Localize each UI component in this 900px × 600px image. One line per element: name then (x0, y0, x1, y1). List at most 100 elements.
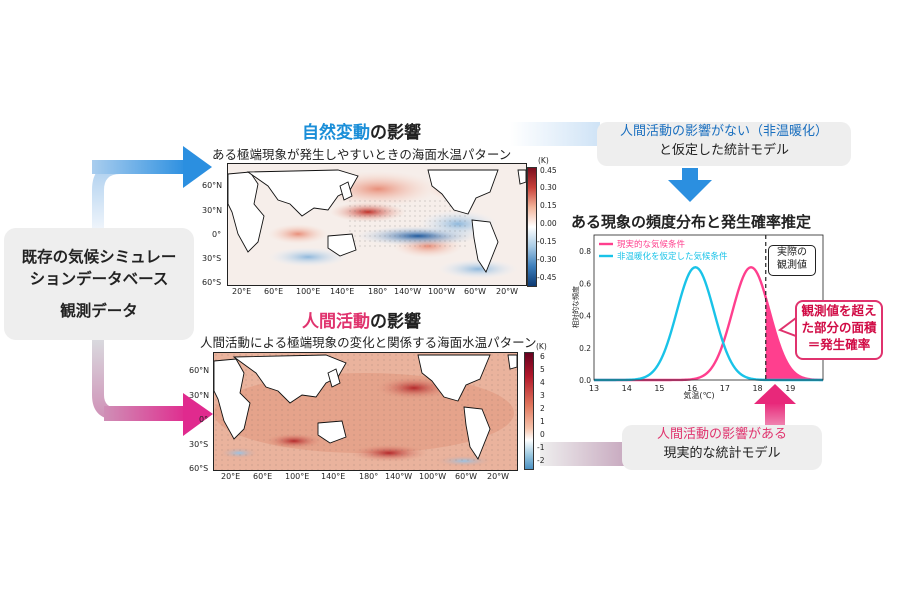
down-arrow-head (668, 180, 712, 202)
exceedance-area (765, 297, 823, 380)
y-tick-label: 0.2 (579, 344, 591, 353)
legend-label-real: 現実的な気候条件 (617, 239, 686, 250)
human-lon-tick: 100°E (285, 472, 310, 481)
human-subtitle: 人間活動による極端現象の変化と関係する海面水温パターン (200, 335, 537, 350)
human-lon-tick: 180° (359, 472, 379, 481)
arrow-lower-head (183, 393, 213, 436)
observed-label-line1: 実際の (777, 247, 807, 258)
data-source-line1: 既存の気候シミュレー (21, 248, 177, 266)
natural-cb-tick: -0.30 (537, 255, 557, 264)
human-lat-tick: 30°S (189, 440, 209, 449)
natural-subtitle: ある極端現象が発生しやすいときの海面水温パターン (212, 147, 512, 162)
natural-cb-tick: 0.45 (540, 166, 557, 175)
natural-lat-tick: 60°N (202, 181, 223, 190)
natural-lon-tick: 100°W (428, 287, 456, 296)
natural-lon-tick: 140°E (330, 287, 355, 296)
data-source-box: 既存の気候シミュレー ションデータベース 観測データ (4, 228, 194, 340)
human-cb-tick: 0 (540, 430, 545, 439)
human-cb-tick: 6 (540, 352, 545, 361)
exceedance-fill (765, 297, 823, 380)
x-tick-label: 15 (654, 384, 664, 393)
model-nowarming-line1: 人間活動の影響がない（非温暖化） (619, 124, 828, 139)
observed-value-label: 実際の 観測値 (768, 245, 816, 276)
model-real-box: 人間活動の影響がある 現実的な統計モデル (622, 425, 822, 470)
human-lat-tick: 30°N (189, 391, 210, 400)
natural-sst-map (227, 163, 527, 286)
natural-lon-tick: 20°E (232, 287, 252, 296)
natural-lon-tick: 100°E (296, 287, 321, 296)
human-lon-tick: 20°W (487, 472, 510, 481)
x-axis-label: 気温(℃) (683, 390, 714, 400)
natural-lon-tick: 60°W (464, 287, 487, 296)
data-source-line2: ションデータベース (29, 270, 169, 288)
natural-cb-tick: -0.45 (537, 273, 557, 282)
human-title-colored: 人間活動 (302, 312, 370, 332)
model-nowarming-box: 人間活動の影響がない（非温暖化） と仮定した統計モデル (597, 122, 851, 166)
model-real-line2: 現実的な統計モデル (663, 446, 781, 461)
natural-colorbar (527, 167, 537, 287)
x-tick-label: 19 (785, 384, 795, 393)
human-cb-tick: 1 (540, 417, 545, 426)
human-cb-tick: 3 (540, 391, 545, 400)
x-tick-label: 13 (589, 384, 599, 393)
human-lon-tick: 20°E (221, 472, 241, 481)
up-arrow-head (754, 384, 796, 404)
natural-cb-tick: 0.15 (540, 201, 557, 210)
human-lat-tick: 60°S (189, 464, 209, 473)
human-lon-tick: 100°W (419, 472, 447, 481)
natural-title: 自然変動の影響 (302, 118, 421, 143)
human-lon-tick: 60°E (253, 472, 273, 481)
human-cb-tick: 4 (540, 378, 545, 387)
data-source-line3: 観測データ (60, 302, 138, 320)
y-tick-label: 0.6 (579, 279, 591, 288)
arrow-upper-head (183, 146, 212, 188)
human-cb-tick: -1 (537, 443, 545, 452)
natural-sst-map-svg (228, 164, 526, 285)
distribution-chart: 13 14 15 16 17 18 19 0.0 0.2 0.4 0.6 0.8 気温(℃) 相対的… (572, 234, 824, 400)
natural-lon-tick: 140°W (394, 287, 422, 296)
natural-title-colored: 自然変動 (302, 123, 370, 143)
natural-cb-tick: 0.00 (540, 219, 557, 228)
human-lon-axis: 20°E 60°E 100°E 140°E 180° 140°W 100°W 6… (213, 472, 518, 484)
model-real-line1: 人間活動の影響がある (656, 427, 787, 442)
series-line-0 (594, 265, 824, 382)
human-cb-tick: -2 (537, 456, 545, 465)
distribution-title: ある現象の頻度分布と発生確率推定 (571, 213, 812, 231)
bar-to-model-bottom (540, 442, 630, 466)
natural-lon-axis: 20°E 60°E 100°E 140°E 180° 140°W 100°W 6… (226, 287, 526, 299)
human-cb-tick: 2 (540, 404, 545, 413)
natural-lon-tick: 20°W (496, 287, 519, 296)
y-axis-label: 相対的な頻度 (572, 286, 580, 328)
model-nowarming-line2: と仮定した統計モデル (658, 143, 789, 158)
human-sst-map (213, 352, 518, 471)
arrow-upper-bar (92, 160, 187, 174)
probability-box: 観測値を超え た部分の面積 ＝発生確率 (795, 300, 883, 360)
human-lat-tick: 60°N (189, 366, 210, 375)
natural-lat-tick: 60°S (202, 278, 222, 287)
natural-cb-tick: 0.30 (540, 183, 557, 192)
prob-line3: ＝発生確率 (807, 337, 871, 352)
natural-title-rest: の影響 (370, 123, 421, 143)
human-cb-tick: 5 (540, 365, 545, 374)
human-lon-tick: 60°W (455, 472, 478, 481)
bar-to-model-top (510, 122, 600, 146)
prob-line2: た部分の面積 (801, 320, 877, 335)
natural-lat-tick: 0° (212, 230, 222, 239)
human-cb-unit: (K) (536, 342, 547, 351)
human-lon-tick: 140°W (385, 472, 413, 481)
x-tick-label: 16 (687, 384, 697, 393)
natural-cb-unit: (K) (538, 156, 549, 165)
x-tick-label: 14 (622, 384, 632, 393)
human-title: 人間活動の影響 (302, 307, 421, 332)
x-tick-label: 17 (720, 384, 730, 393)
natural-cb-tick: -0.15 (537, 237, 557, 246)
y-tick-label: 0.0 (579, 376, 591, 385)
human-lat-tick: 0° (199, 415, 209, 424)
natural-lat-tick: 30°N (202, 206, 223, 215)
natural-lon-tick: 180° (368, 287, 388, 296)
prob-line1: 観測値を超え (801, 303, 877, 318)
y-tick-label: 0.4 (579, 312, 591, 321)
arrow-lower-bar (104, 406, 188, 421)
down-arrow-stem (682, 168, 698, 182)
